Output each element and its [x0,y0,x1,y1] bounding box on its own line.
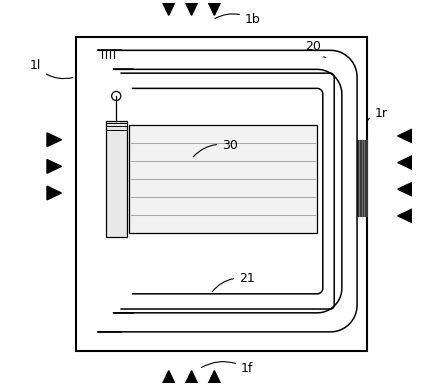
Bar [75,37,367,351]
Polygon shape [398,182,412,196]
Text: 20: 20 [305,40,326,58]
Polygon shape [207,371,221,385]
Text: 21: 21 [212,272,255,292]
Text: 1r: 1r [368,107,387,120]
Polygon shape [47,186,61,200]
Bar [129,125,317,233]
Polygon shape [398,129,412,143]
Polygon shape [185,371,198,385]
Bar [357,140,367,216]
Polygon shape [398,209,412,223]
Text: 1f: 1f [202,362,254,375]
Polygon shape [207,1,221,15]
Polygon shape [185,1,198,15]
Bar [106,121,127,237]
Polygon shape [398,156,412,169]
Polygon shape [162,371,175,385]
Text: 1b: 1b [215,14,261,26]
Text: 30: 30 [194,139,238,157]
Text: 1l: 1l [30,59,73,79]
Polygon shape [47,133,61,147]
Polygon shape [47,159,61,173]
Polygon shape [162,1,175,15]
